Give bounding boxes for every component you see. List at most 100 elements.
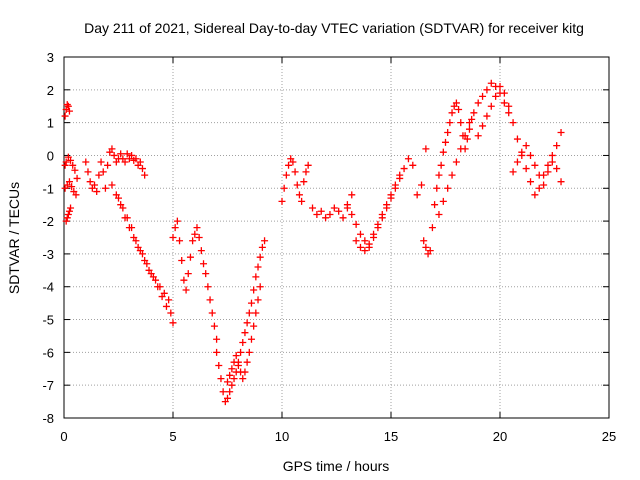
data-point bbox=[241, 368, 249, 376]
data-point bbox=[91, 181, 99, 189]
data-point bbox=[115, 194, 122, 202]
data-point bbox=[474, 132, 482, 140]
chart-title: Day 211 of 2021, Sidereal Day-to-day VTE… bbox=[84, 20, 584, 36]
data-point bbox=[243, 358, 251, 366]
data-point bbox=[435, 171, 443, 179]
data-point bbox=[387, 191, 395, 199]
data-point bbox=[465, 119, 473, 127]
data-point bbox=[352, 237, 360, 245]
data-point bbox=[505, 109, 513, 117]
data-point bbox=[136, 247, 144, 255]
data-point bbox=[343, 204, 351, 212]
data-point bbox=[446, 119, 454, 127]
data-point bbox=[138, 165, 146, 173]
data-point bbox=[487, 79, 495, 87]
data-point bbox=[435, 211, 443, 219]
data-point bbox=[452, 158, 460, 166]
y-tick-label: 0 bbox=[47, 148, 54, 163]
data-point bbox=[182, 286, 190, 294]
data-point bbox=[64, 211, 72, 219]
x-tick-labels: 0 5 10 15 20 25 bbox=[60, 429, 616, 444]
data-point bbox=[304, 161, 312, 169]
data-point bbox=[439, 197, 447, 205]
data-point bbox=[553, 165, 561, 173]
data-point bbox=[93, 188, 101, 196]
y-tick-label: 2 bbox=[47, 83, 54, 98]
data-point bbox=[544, 168, 552, 176]
y-axis-label: SDTVAR / TECUs bbox=[6, 182, 22, 294]
axis-ticks bbox=[63, 56, 610, 419]
data-point bbox=[309, 204, 317, 212]
y-tick-label: -3 bbox=[42, 247, 54, 262]
y-tick-label: -2 bbox=[42, 214, 54, 229]
data-point bbox=[63, 101, 71, 109]
data-point bbox=[61, 161, 69, 169]
data-point bbox=[252, 273, 260, 281]
data-point bbox=[413, 191, 421, 199]
data-point bbox=[121, 158, 129, 166]
data-point bbox=[204, 283, 212, 291]
y-tick-labels: -8 -7 -6 -5 -4 -3 -2 -1 0 1 2 3 bbox=[42, 50, 54, 426]
data-point bbox=[365, 240, 373, 248]
data-point bbox=[67, 156, 75, 164]
data-point bbox=[206, 296, 214, 304]
data-point bbox=[171, 224, 179, 232]
data-point bbox=[180, 276, 188, 284]
data-point bbox=[442, 138, 449, 146]
y-tick-label: -4 bbox=[42, 280, 54, 295]
data-point bbox=[110, 151, 118, 159]
data-point bbox=[228, 365, 236, 373]
data-point bbox=[492, 92, 500, 100]
y-tick-label: -6 bbox=[42, 345, 54, 360]
data-point bbox=[64, 102, 72, 110]
data-point bbox=[186, 253, 194, 261]
y-tick-label: -5 bbox=[42, 313, 54, 328]
data-point bbox=[374, 220, 382, 228]
data-point bbox=[422, 145, 430, 153]
data-point bbox=[234, 361, 242, 369]
data-point bbox=[483, 86, 491, 94]
data-point bbox=[145, 266, 153, 274]
data-point bbox=[245, 309, 253, 317]
data-point bbox=[400, 165, 408, 173]
data-point bbox=[245, 348, 253, 356]
data-point bbox=[396, 171, 404, 179]
data-point bbox=[496, 83, 504, 91]
data-point bbox=[548, 151, 556, 159]
data-point bbox=[176, 237, 184, 245]
data-point bbox=[298, 197, 306, 205]
data-point bbox=[282, 171, 290, 179]
data-point bbox=[71, 166, 79, 174]
data-point bbox=[243, 319, 251, 327]
data-point bbox=[65, 107, 73, 115]
data-point bbox=[285, 161, 293, 169]
data-point bbox=[339, 214, 347, 222]
data-point bbox=[422, 243, 430, 251]
data-point bbox=[202, 270, 210, 278]
y-tick-label: -7 bbox=[42, 378, 54, 393]
data-point bbox=[230, 358, 238, 366]
data-point bbox=[101, 184, 109, 192]
data-point bbox=[300, 178, 308, 186]
data-point bbox=[67, 204, 75, 212]
data-point bbox=[69, 161, 77, 169]
data-point bbox=[457, 119, 465, 127]
data-point bbox=[228, 381, 236, 389]
data-point bbox=[250, 286, 258, 294]
data-point bbox=[479, 122, 487, 130]
data-point bbox=[213, 348, 221, 356]
data-point bbox=[208, 309, 216, 317]
data-point bbox=[82, 158, 90, 166]
data-point bbox=[123, 214, 131, 222]
data-point bbox=[313, 211, 321, 219]
data-point bbox=[123, 150, 131, 158]
data-point bbox=[149, 273, 157, 281]
data-point bbox=[258, 243, 266, 251]
data-point bbox=[437, 161, 445, 169]
data-point bbox=[217, 375, 225, 383]
data-point bbox=[356, 243, 364, 251]
y-tick-label: 1 bbox=[47, 116, 54, 131]
data-point bbox=[370, 230, 378, 238]
data-point bbox=[420, 237, 428, 245]
x-tick-label: 20 bbox=[493, 429, 507, 444]
